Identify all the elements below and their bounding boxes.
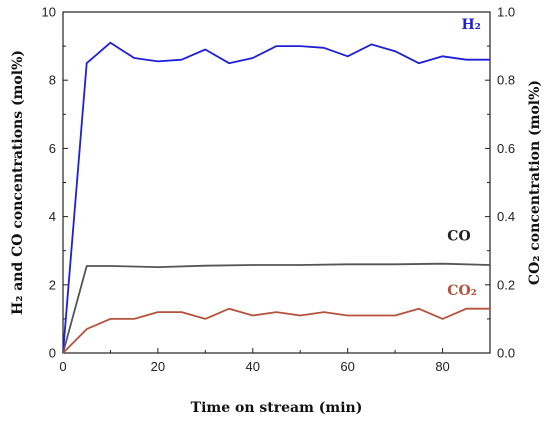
y-right-tick-label: 0.4: [497, 209, 515, 224]
y-right-axis-title: CO₂ concentration (mol%): [527, 80, 543, 285]
y-right-tick-label: 1.0: [497, 5, 515, 20]
x-tick-label: 0: [59, 359, 66, 374]
y-right-tick-label: 0.2: [497, 277, 515, 292]
y-right-tick-label: 0.0: [497, 346, 515, 361]
y-left-tick-label: 10: [42, 5, 56, 20]
y-left-axis-title: H₂ and CO concentrations (mol%): [10, 50, 26, 315]
series-label: CO: [447, 228, 470, 244]
series-label: H₂: [462, 17, 481, 33]
series-line: [62, 262, 491, 354]
x-tick-label: 80: [435, 359, 449, 374]
series-line: [62, 41, 490, 354]
y-right-tick-label: 0.8: [497, 73, 515, 88]
y-left-tick-label: 6: [49, 141, 56, 156]
plot-area: [62, 11, 491, 354]
x-tick-label: 20: [151, 359, 165, 374]
ticks: 0 20 40 60 80 0 2 4 6 8 10 0.0 0.2 0.4 0.6 0.8 1.0: [42, 5, 516, 375]
series-labels: H₂ CO CO₂: [447, 17, 481, 299]
x-tick-label: 60: [340, 359, 354, 374]
series-label: CO₂: [447, 283, 476, 299]
series-lines: [62, 41, 491, 354]
y-right-tick-label: 0.6: [497, 141, 515, 156]
x-tick-label: 40: [246, 359, 260, 374]
y-left-tick-label: 2: [49, 277, 56, 292]
x-axis-title: Time on stream (min): [191, 400, 363, 416]
y-left-tick-label: 0: [49, 346, 56, 361]
series-line: [62, 307, 490, 354]
y-left-tick-label: 8: [49, 73, 56, 88]
y-left-tick-label: 4: [49, 209, 56, 224]
